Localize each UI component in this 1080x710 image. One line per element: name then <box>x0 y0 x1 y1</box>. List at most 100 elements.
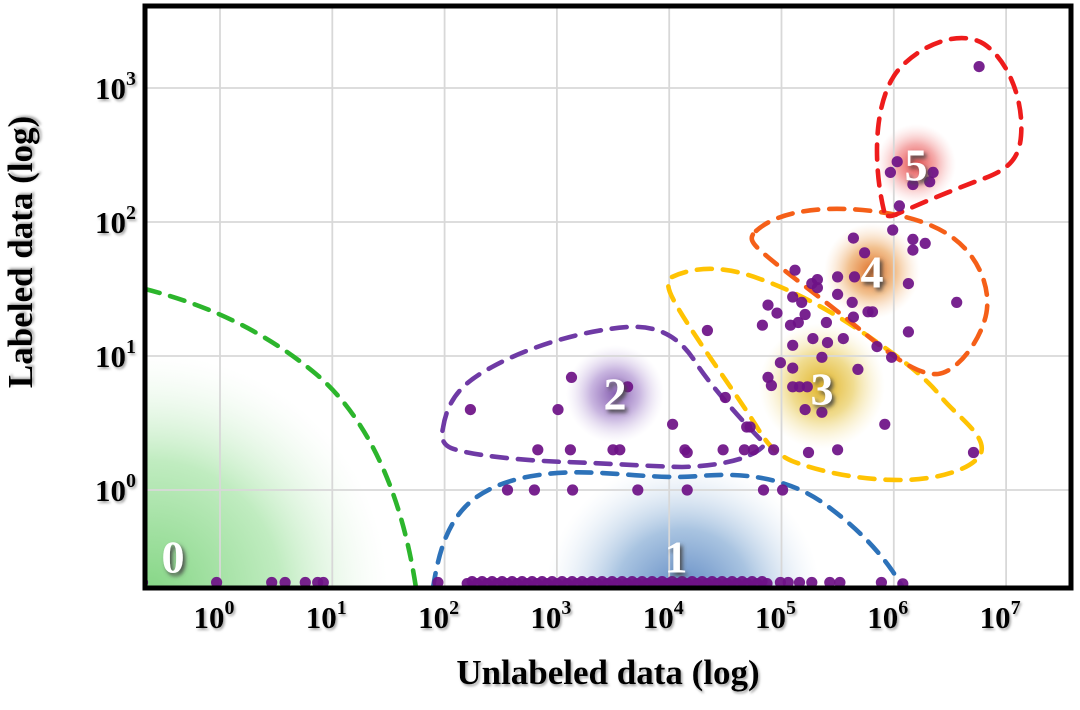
cluster-4-blob <box>824 223 920 319</box>
cluster-3-label: 3 <box>811 364 834 415</box>
cluster-0-blob <box>145 354 388 588</box>
data-point <box>765 379 778 392</box>
tick-exponent: 5 <box>786 597 796 619</box>
cluster-0-outline <box>145 286 419 588</box>
data-point <box>796 296 808 308</box>
data-point <box>801 381 813 393</box>
data-point <box>567 484 579 496</box>
data-point <box>893 200 906 212</box>
tick-base: 10 <box>95 205 126 240</box>
data-point <box>927 166 939 178</box>
data-point <box>774 576 786 588</box>
data-point <box>847 232 860 244</box>
data-point <box>757 484 770 496</box>
gridlines <box>145 6 1071 588</box>
cluster-4-outline <box>749 206 990 377</box>
data-point <box>816 406 828 418</box>
x-tick-label: 101 <box>306 597 347 635</box>
data-point <box>871 341 883 353</box>
y-tick-label: 103 <box>95 68 136 106</box>
tick-base: 10 <box>95 339 126 374</box>
data-point <box>924 176 936 188</box>
data-point <box>756 319 769 331</box>
tick-base: 10 <box>867 600 898 635</box>
data-point <box>768 444 780 456</box>
tick-exponent: 2 <box>449 597 459 619</box>
data-point <box>787 339 799 351</box>
data-point <box>317 576 329 588</box>
data-point <box>667 418 679 430</box>
tick-exponent: 3 <box>126 68 136 90</box>
y-tick-label: 102 <box>95 202 136 240</box>
tick-exponent: 3 <box>561 597 571 619</box>
tick-base: 10 <box>980 600 1011 635</box>
data-point <box>744 421 756 433</box>
cluster-5-outline <box>874 35 1024 219</box>
tick-base: 10 <box>418 600 449 635</box>
data-point <box>837 333 849 345</box>
tick-base: 10 <box>95 473 126 508</box>
data-point <box>820 316 833 329</box>
data-point <box>852 363 864 375</box>
x-axis-title: Unlabeled data (log) <box>456 653 759 692</box>
tick-base: 10 <box>643 600 674 635</box>
x-tick-label: 103 <box>530 597 571 635</box>
y-axis-title: Labeled data (log) <box>1 116 40 388</box>
cluster-0-label: 0 <box>162 532 185 583</box>
cluster-5-blob <box>876 124 956 204</box>
data-point <box>777 484 789 496</box>
cluster-3-outline <box>665 266 985 483</box>
data-point <box>832 444 844 456</box>
tick-exponent: 4 <box>674 597 684 619</box>
data-point <box>266 576 278 588</box>
data-point <box>771 307 783 319</box>
cluster-2-label: 2 <box>604 369 627 420</box>
data-point <box>806 576 818 588</box>
data-point <box>565 371 578 383</box>
cluster-3-blob <box>759 323 885 449</box>
tick-exponent: 6 <box>898 597 908 619</box>
y-tick-label: 101 <box>95 336 136 374</box>
x-tick-label: 102 <box>418 597 459 635</box>
tick-base: 10 <box>755 600 786 635</box>
data-point <box>902 278 915 290</box>
y-tick-label: 100 <box>95 470 136 508</box>
data-point <box>784 319 797 331</box>
cluster-1-blob <box>545 460 821 588</box>
data-point <box>681 484 693 496</box>
cluster-2-blob <box>566 345 664 443</box>
data-point <box>681 446 693 459</box>
data-point <box>532 444 544 456</box>
data-point <box>789 264 801 276</box>
data-point <box>834 576 846 588</box>
data-point <box>552 404 564 416</box>
data-point <box>632 484 644 496</box>
data-point <box>793 381 806 393</box>
cluster-4-label: 4 <box>861 247 884 298</box>
cluster-number-labels: 0 1 2 3 4 5 <box>162 140 928 583</box>
data-point <box>501 484 514 496</box>
data-point <box>528 484 541 496</box>
data-point <box>832 271 844 283</box>
scatter-points <box>145 61 985 588</box>
data-point <box>951 296 963 308</box>
data-point <box>862 306 874 318</box>
data-point <box>846 296 858 308</box>
data-point <box>799 308 811 321</box>
data-point <box>719 391 731 404</box>
data-point <box>279 576 291 588</box>
tick-base: 10 <box>306 600 337 635</box>
data-point <box>907 233 919 245</box>
tick-exponent: 1 <box>337 597 347 619</box>
data-point <box>887 224 899 236</box>
x-tick-label: 100 <box>194 597 235 635</box>
data-point <box>738 444 751 456</box>
data-point <box>782 576 794 588</box>
data-point <box>799 404 811 416</box>
tick-exponent: 0 <box>225 597 235 619</box>
plot-frame <box>142 3 1074 591</box>
cluster-2-outline <box>439 324 769 470</box>
data-point <box>622 381 634 393</box>
data-point <box>824 576 836 588</box>
data-point <box>816 351 828 363</box>
